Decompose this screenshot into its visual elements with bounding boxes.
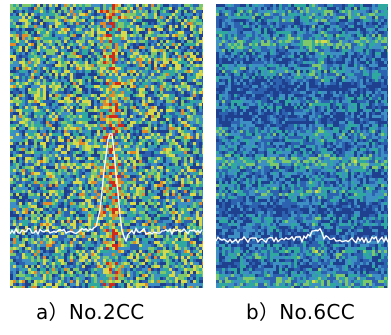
profile-line	[10, 132, 203, 243]
segregation-map-panel-b	[216, 4, 388, 288]
profile-line	[216, 227, 388, 245]
caption-panel-b: b）No.6CC	[246, 300, 355, 324]
caption-panel-a: a）No.2CC	[36, 300, 145, 324]
segregation-map-panel-a	[10, 4, 203, 288]
segregation-map-image-b	[216, 4, 388, 288]
segregation-map-image-a	[10, 4, 203, 288]
